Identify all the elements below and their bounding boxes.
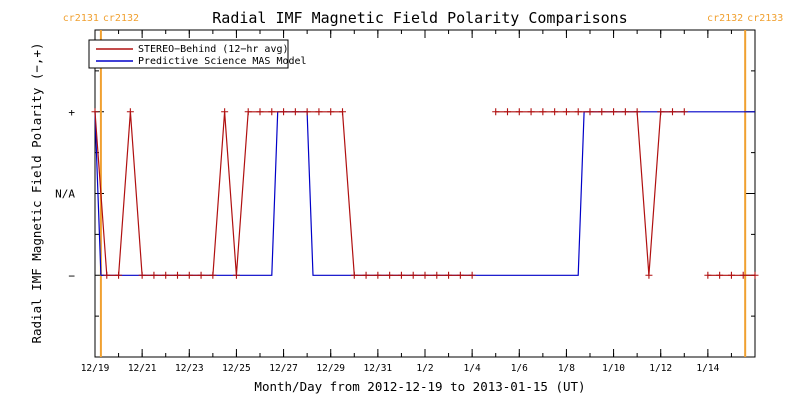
stereo-behind-series-point bbox=[91, 108, 99, 116]
y-tick-label: + bbox=[68, 106, 75, 119]
stereo-behind-series-point bbox=[551, 108, 559, 116]
stereo-behind-series-point bbox=[539, 108, 547, 116]
x-tick-label: 1/10 bbox=[602, 363, 625, 374]
tick-marks: 12/19 12/21 12/23 12/25 12/27 12/29 12/31 1/2 1/… bbox=[55, 30, 756, 374]
stereo-behind-series-point bbox=[751, 271, 759, 279]
stereo-behind-series-point bbox=[315, 108, 323, 116]
stereo-behind-series-point bbox=[716, 271, 724, 279]
carrington-right-label: cr2133 bbox=[747, 13, 783, 24]
y-tick-label: N/A bbox=[55, 188, 75, 201]
stereo-behind-series-point bbox=[433, 271, 441, 279]
stereo-behind-series-point bbox=[244, 108, 252, 116]
stereo-behind-series-point bbox=[386, 271, 394, 279]
stereo-behind-series-point bbox=[739, 271, 747, 279]
stereo-behind-series-point bbox=[409, 271, 417, 279]
legend: STEREO−Behind (12−hr avg) Predictive Sci… bbox=[88, 39, 307, 69]
x-tick-label: 12/23 bbox=[175, 363, 204, 374]
stereo-behind-series-point bbox=[633, 108, 641, 116]
y-axis-label: Radial IMF Magnetic Field Polarity (−,+) bbox=[29, 42, 44, 343]
stereo-behind-series-point bbox=[327, 108, 335, 116]
stereo-behind-series-point bbox=[221, 108, 229, 116]
stereo-behind-series-point bbox=[138, 271, 146, 279]
carrington-right-label: cr2132 bbox=[103, 13, 139, 24]
x-tick-label: 1/14 bbox=[696, 363, 719, 374]
stereo-behind-series-point bbox=[456, 271, 464, 279]
carrington-left-label: cr2132 bbox=[707, 13, 743, 24]
stereo-behind-series-point bbox=[669, 108, 676, 116]
stereo-behind-series-line bbox=[94, 111, 473, 276]
stereo-behind-series-point bbox=[445, 271, 453, 279]
x-tick-label: 12/21 bbox=[128, 363, 157, 374]
stereo-behind-series-point bbox=[350, 271, 358, 279]
stereo-behind-series-point bbox=[574, 108, 582, 116]
stereo-behind-series-point bbox=[374, 271, 382, 279]
stereo-behind-series-point bbox=[103, 271, 111, 279]
mas-model-series-line bbox=[94, 111, 755, 276]
stereo-behind-series-point bbox=[209, 271, 217, 279]
x-tick-label: 12/27 bbox=[269, 363, 298, 374]
stereo-behind-series-point bbox=[362, 271, 370, 279]
stereo-behind-series-point bbox=[704, 271, 712, 279]
legend-label-mas-model: Predictive Science MAS Model bbox=[138, 56, 307, 67]
stereo-behind-series-point bbox=[421, 271, 429, 279]
stereo-behind-series-point bbox=[527, 108, 535, 116]
stereo-behind-series-point bbox=[232, 271, 240, 279]
x-tick-label: 1/2 bbox=[416, 363, 433, 374]
stereo-behind-series-point bbox=[586, 108, 594, 116]
stereo-behind-series-point bbox=[256, 108, 264, 116]
stereo-behind-series-point bbox=[598, 108, 606, 116]
stereo-behind-series-point bbox=[185, 271, 193, 279]
stereo-behind-series-point bbox=[562, 108, 570, 116]
stereo-behind-series-point bbox=[174, 271, 181, 279]
legend-label-stereo: STEREO−Behind (12−hr avg) bbox=[138, 44, 289, 55]
chart-title: Radial IMF Magnetic Field Polarity Compa… bbox=[212, 9, 627, 27]
stereo-behind-series-point bbox=[115, 271, 123, 279]
stereo-behind-series-point bbox=[339, 108, 346, 116]
stereo-behind-series-point bbox=[492, 108, 500, 116]
x-tick-label: 12/31 bbox=[364, 363, 393, 374]
stereo-behind-series-point bbox=[303, 108, 311, 116]
stereo-behind-series-point bbox=[126, 108, 134, 116]
x-axis-label: Month/Day from 2012-12-19 to 2013-01-15 … bbox=[254, 379, 585, 394]
stereo-behind-series-point bbox=[150, 271, 158, 279]
stereo-behind-series-line bbox=[495, 111, 685, 276]
stereo-behind-series-point bbox=[645, 271, 653, 279]
plot-frame bbox=[94, 29, 756, 358]
carrington-left-label: cr2131 bbox=[63, 13, 99, 24]
stereo-behind-series-point bbox=[280, 108, 288, 116]
legend-box bbox=[88, 39, 289, 69]
x-tick-label: 12/25 bbox=[222, 363, 251, 374]
stereo-behind-series-point bbox=[468, 271, 476, 279]
stereo-behind-series-point bbox=[504, 108, 511, 116]
y-tick-label: − bbox=[68, 269, 75, 282]
stereo-behind-series-point bbox=[397, 271, 405, 279]
x-tick-label: 1/6 bbox=[511, 363, 528, 374]
stereo-behind-series-point bbox=[657, 108, 665, 116]
x-tick-label: 1/8 bbox=[558, 363, 575, 374]
stereo-behind-series-point bbox=[610, 108, 618, 116]
x-tick-label: 12/19 bbox=[81, 363, 110, 374]
stereo-behind-series-point bbox=[162, 271, 170, 279]
stereo-behind-series-point bbox=[680, 108, 688, 116]
x-tick-label: 12/29 bbox=[316, 363, 345, 374]
stereo-behind-series-point bbox=[727, 271, 735, 279]
series-group bbox=[91, 108, 759, 279]
stereo-behind-series-point bbox=[621, 108, 629, 116]
x-tick-label: 1/4 bbox=[464, 363, 481, 374]
stereo-behind-series-point bbox=[291, 108, 299, 116]
stereo-behind-series-point bbox=[515, 108, 523, 116]
stereo-behind-series-point bbox=[197, 271, 205, 279]
stereo-behind-series-point bbox=[268, 108, 276, 116]
x-tick-label: 1/12 bbox=[649, 363, 672, 374]
